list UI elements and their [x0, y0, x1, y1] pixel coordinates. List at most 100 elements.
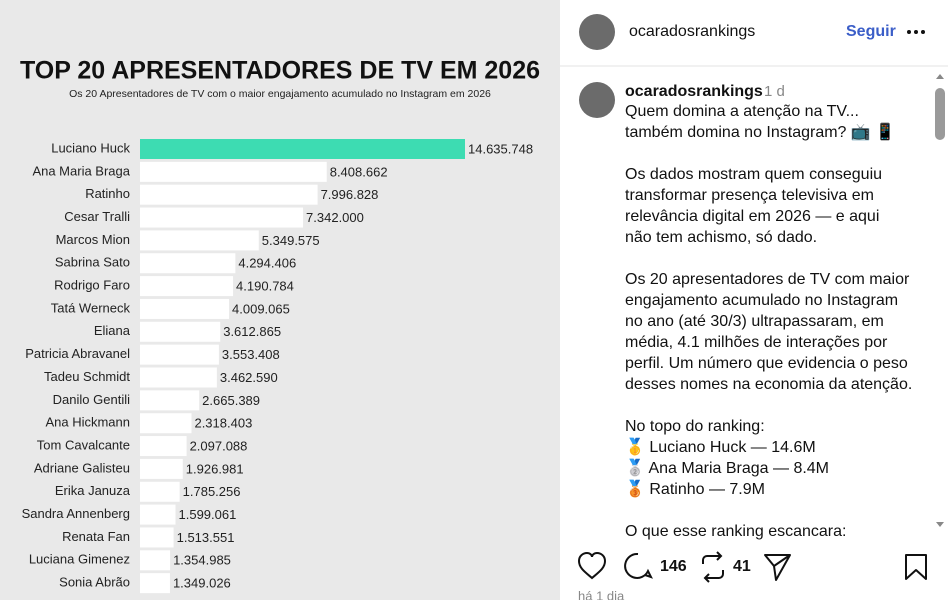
bar: [140, 481, 180, 502]
caption-line: Os 20 apresentadores de TV com maior: [625, 271, 910, 288]
caption-line: desses nomes na economia da atenção.: [625, 376, 912, 393]
follow-button[interactable]: Seguir: [846, 23, 896, 40]
value-label: 1.785.256: [183, 484, 241, 499]
caption-line: O que esse ranking escancara:: [625, 523, 846, 540]
value-label: 7.342.000: [306, 210, 364, 225]
post-date: há 1 dia: [578, 588, 625, 600]
chart-title: TOP 20 APRESENTADORES DE TV EM 2026: [20, 57, 540, 85]
more-options[interactable]: [907, 30, 925, 34]
caption-line: 🥉 Ratinho — 7.9M: [625, 479, 765, 498]
category-label: Rodrigo Faro: [54, 278, 130, 293]
category-label: Ana Hickmann: [45, 415, 130, 430]
bar: [140, 276, 234, 297]
caption: Quem domina a atenção na TV... também dom…: [625, 103, 912, 540]
caption-line: no ano (até 30/3) ultrapassaram, em: [625, 313, 884, 330]
caption-line: média, 4.1 milhões de interações por: [625, 334, 888, 351]
value-label: 7.996.828: [321, 187, 379, 202]
caption-line: não tem achismo, só dado.: [625, 229, 817, 246]
caption-line: No topo do ranking:: [625, 418, 765, 435]
save-button[interactable]: [905, 554, 927, 580]
value-label: 2.318.403: [194, 416, 252, 431]
value-label: 4.294.406: [238, 256, 296, 271]
scrollbar[interactable]: [935, 88, 945, 140]
bar: [140, 321, 221, 342]
value-label: 2.665.389: [202, 393, 260, 408]
caption-line: Os dados mostram quem conseguiu: [625, 166, 882, 183]
category-label: Sandra Annenberg: [22, 506, 130, 521]
post-panel: [560, 0, 948, 600]
caption-line: 🥈 Ana Maria Braga — 8.4M: [625, 458, 829, 477]
avatar[interactable]: [579, 14, 615, 50]
category-label: Tom Cavalcante: [37, 437, 130, 452]
caption-line: relevância digital em 2026 — e aqui: [625, 208, 879, 225]
username[interactable]: ocaradosrankings: [629, 23, 755, 40]
value-label: 3.462.590: [220, 370, 278, 385]
bar: [140, 253, 236, 274]
value-label: 4.009.065: [232, 301, 290, 316]
comment-button[interactable]: [624, 552, 653, 579]
bar: [140, 367, 217, 388]
bar: [140, 504, 176, 525]
post-time: 1 d: [764, 83, 785, 100]
category-label: Tadeu Schmidt: [44, 369, 130, 384]
caption-line: transformar presença televisiva em: [625, 187, 874, 204]
bar-chart: Luciano Huck 14.635.748 Ana Maria Braga 8.4…: [22, 139, 533, 594]
value-label: 4.190.784: [236, 279, 294, 294]
value-label: 1.513.551: [177, 530, 235, 545]
category-label: Erika Januza: [55, 483, 131, 498]
value-label: 8.408.662: [330, 164, 388, 179]
category-label: Adriane Galisteu: [34, 460, 130, 475]
category-label: Sonia Abrão: [59, 575, 130, 590]
category-label: Marcos Mion: [56, 232, 130, 247]
actions-bg: [560, 540, 948, 600]
value-label: 1.349.026: [173, 576, 231, 591]
caption-line: Quem domina a atenção na TV...: [625, 103, 859, 120]
avatar[interactable]: [579, 82, 615, 118]
bar: [140, 230, 259, 251]
category-label: Renata Fan: [62, 529, 130, 544]
category-label: Luciano Huck: [51, 140, 130, 155]
bar: [140, 458, 183, 479]
caption-line: 🥇 Luciano Huck — 14.6M: [625, 437, 816, 456]
bar: [140, 413, 192, 434]
bar: [140, 207, 304, 228]
bar: [140, 161, 327, 182]
category-label: Ana Maria Braga: [32, 163, 130, 178]
category-label: Danilo Gentili: [53, 392, 130, 407]
category-label: Tatá Werneck: [51, 300, 131, 315]
bar: [140, 344, 219, 365]
caption-line: também domina no Instagram? 📺 📱: [625, 122, 895, 141]
value-label: 14.635.748: [468, 141, 533, 156]
repost-count: 41: [733, 558, 751, 575]
caption-username[interactable]: ocaradosrankings: [625, 83, 763, 100]
value-label: 3.612.865: [223, 324, 281, 339]
bar: [140, 390, 200, 411]
value-label: 5.349.575: [262, 233, 320, 248]
value-label: 1.354.985: [173, 553, 231, 568]
chart-panel: [0, 0, 560, 600]
value-label: 2.097.088: [190, 438, 248, 453]
repost-button[interactable]: [702, 551, 724, 583]
like-button[interactable]: [577, 551, 607, 580]
value-label: 1.926.981: [186, 461, 244, 476]
comment-count: 146: [660, 558, 687, 575]
caption-line: engajamento acumulado no Instagram: [625, 292, 898, 309]
bar: [140, 527, 174, 548]
bar: [140, 550, 171, 571]
category-label: Luciana Gimenez: [29, 552, 130, 567]
chart-subtitle: Os 20 Apresentadores de TV com o maior e…: [69, 88, 491, 100]
category-label: Patricia Abravanel: [25, 346, 130, 361]
category-label: Cesar Tralli: [64, 209, 130, 224]
value-label: 1.599.061: [179, 507, 237, 522]
bar: [140, 436, 187, 457]
share-button[interactable]: [764, 554, 791, 581]
caption-line: perfil. Um número que evidencia o peso: [625, 355, 908, 372]
bar: [140, 298, 230, 319]
category-label: Ratinho: [85, 186, 130, 201]
value-label: 3.553.408: [222, 347, 280, 362]
bar: [140, 573, 170, 594]
category-label: Sabrina Sato: [55, 255, 130, 270]
category-label: Eliana: [94, 323, 131, 338]
